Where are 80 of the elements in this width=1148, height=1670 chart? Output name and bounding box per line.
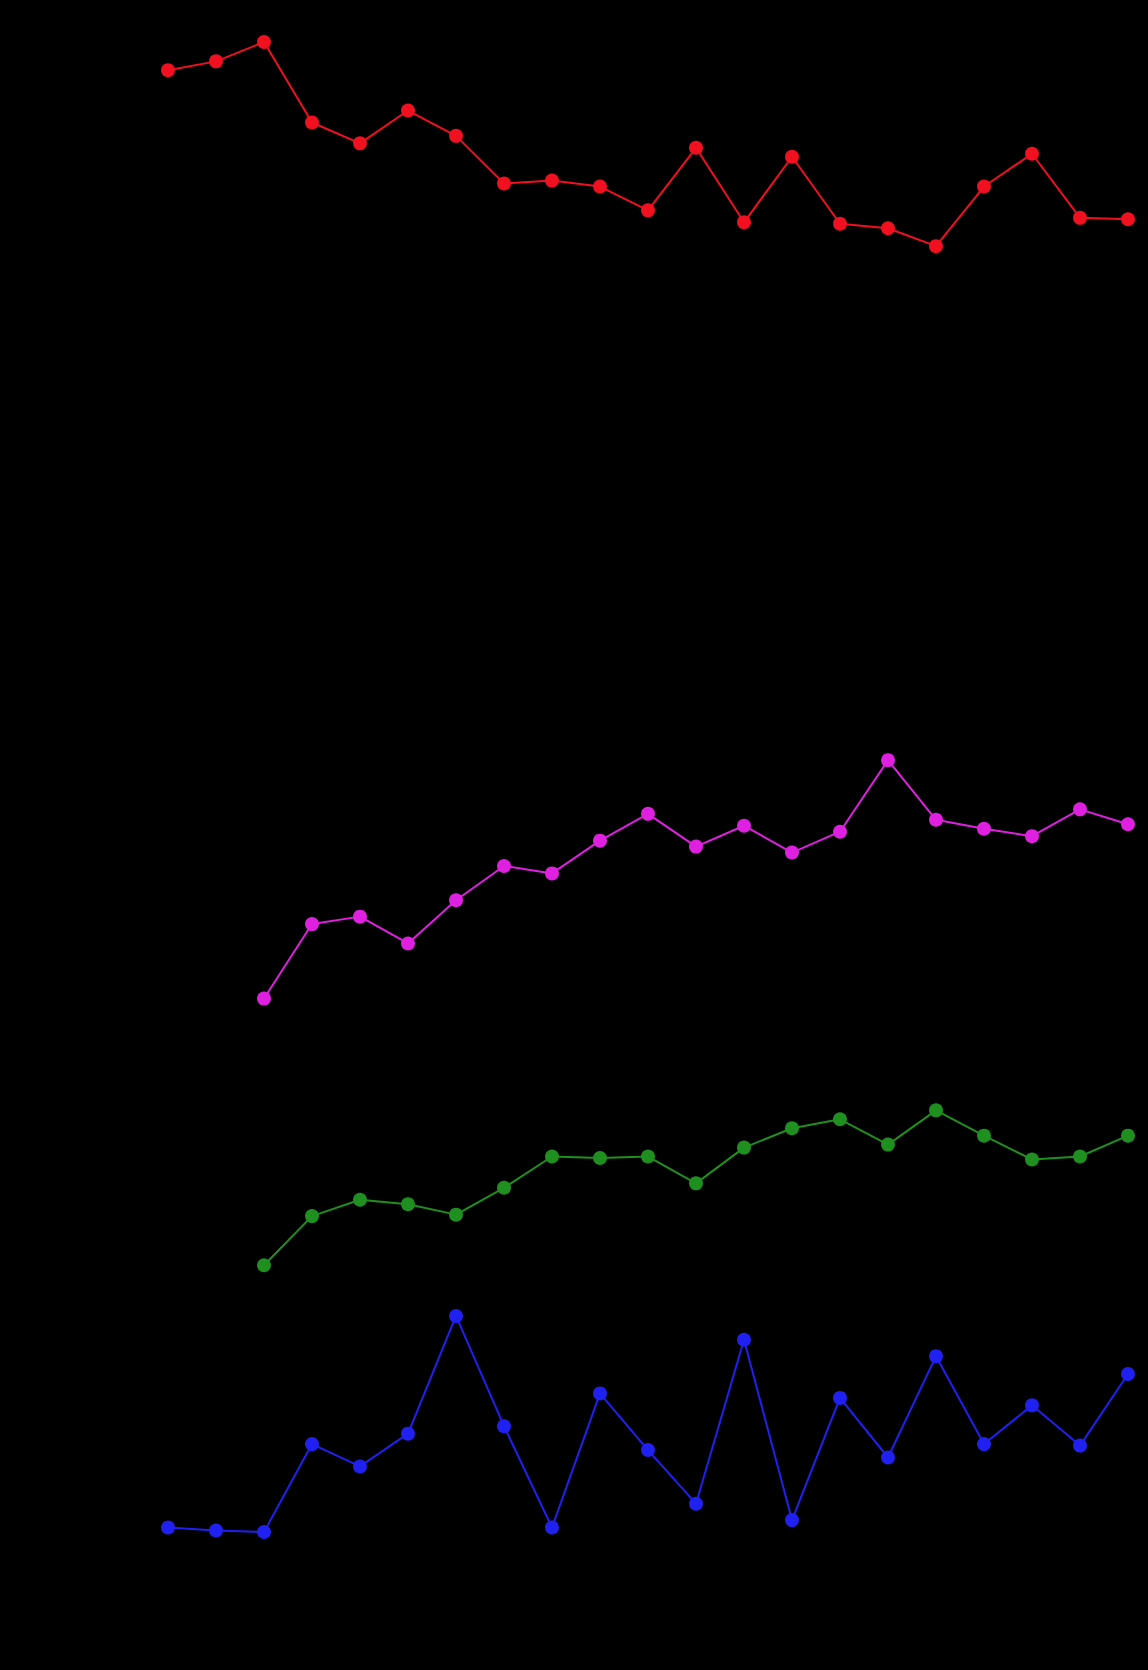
point <box>449 1308 463 1323</box>
point <box>1121 817 1135 832</box>
point <box>545 1520 559 1535</box>
point <box>641 1149 655 1164</box>
point <box>1121 1367 1135 1382</box>
point <box>641 806 655 821</box>
point <box>353 136 367 151</box>
point <box>593 833 607 848</box>
point <box>737 1140 751 1155</box>
point <box>785 149 799 164</box>
point <box>1121 1128 1135 1143</box>
point <box>737 1332 751 1347</box>
point <box>161 63 175 78</box>
point <box>1073 802 1087 817</box>
point <box>929 1103 943 1118</box>
point <box>641 1443 655 1458</box>
point <box>689 839 703 854</box>
point <box>593 1151 607 1166</box>
point <box>929 239 943 254</box>
point <box>449 893 463 908</box>
point <box>545 173 559 188</box>
point <box>593 179 607 194</box>
point <box>977 1437 991 1452</box>
point <box>737 215 751 230</box>
point <box>497 858 511 873</box>
point <box>881 753 895 768</box>
point <box>1025 1398 1039 1413</box>
point <box>1073 1438 1087 1453</box>
point <box>545 866 559 881</box>
point <box>1025 146 1039 161</box>
point <box>785 1513 799 1528</box>
point <box>833 824 847 839</box>
point <box>257 1258 271 1273</box>
point <box>257 1525 271 1539</box>
point <box>449 128 463 143</box>
point <box>641 203 655 218</box>
point <box>209 1523 223 1538</box>
point <box>257 991 271 1006</box>
point <box>545 1149 559 1164</box>
point <box>401 1197 415 1212</box>
point <box>497 1180 511 1195</box>
point <box>785 845 799 860</box>
point <box>689 140 703 155</box>
point <box>1073 210 1087 225</box>
point <box>881 1450 895 1465</box>
point <box>353 1192 367 1207</box>
point <box>257 35 271 49</box>
point <box>161 1520 175 1535</box>
point <box>209 54 223 69</box>
point <box>497 176 511 191</box>
point <box>977 179 991 194</box>
point <box>689 1176 703 1191</box>
point <box>449 1207 463 1222</box>
point <box>305 917 319 932</box>
point <box>929 1349 943 1364</box>
point <box>593 1386 607 1401</box>
point <box>977 821 991 836</box>
point <box>689 1496 703 1511</box>
point <box>881 1137 895 1152</box>
point <box>401 103 415 118</box>
point <box>833 1390 847 1405</box>
point <box>401 936 415 951</box>
point <box>785 1121 799 1136</box>
point <box>977 1128 991 1143</box>
point <box>833 1112 847 1127</box>
point <box>1025 1152 1039 1167</box>
point <box>929 812 943 827</box>
point <box>305 1209 319 1224</box>
point <box>497 1419 511 1434</box>
point <box>305 1437 319 1452</box>
point <box>1121 212 1135 227</box>
point <box>1073 1149 1087 1164</box>
point <box>881 221 895 236</box>
point <box>737 818 751 833</box>
point <box>1025 829 1039 844</box>
point <box>401 1426 415 1441</box>
point <box>353 1459 367 1474</box>
point <box>833 216 847 231</box>
point <box>305 115 319 130</box>
point <box>353 909 367 924</box>
